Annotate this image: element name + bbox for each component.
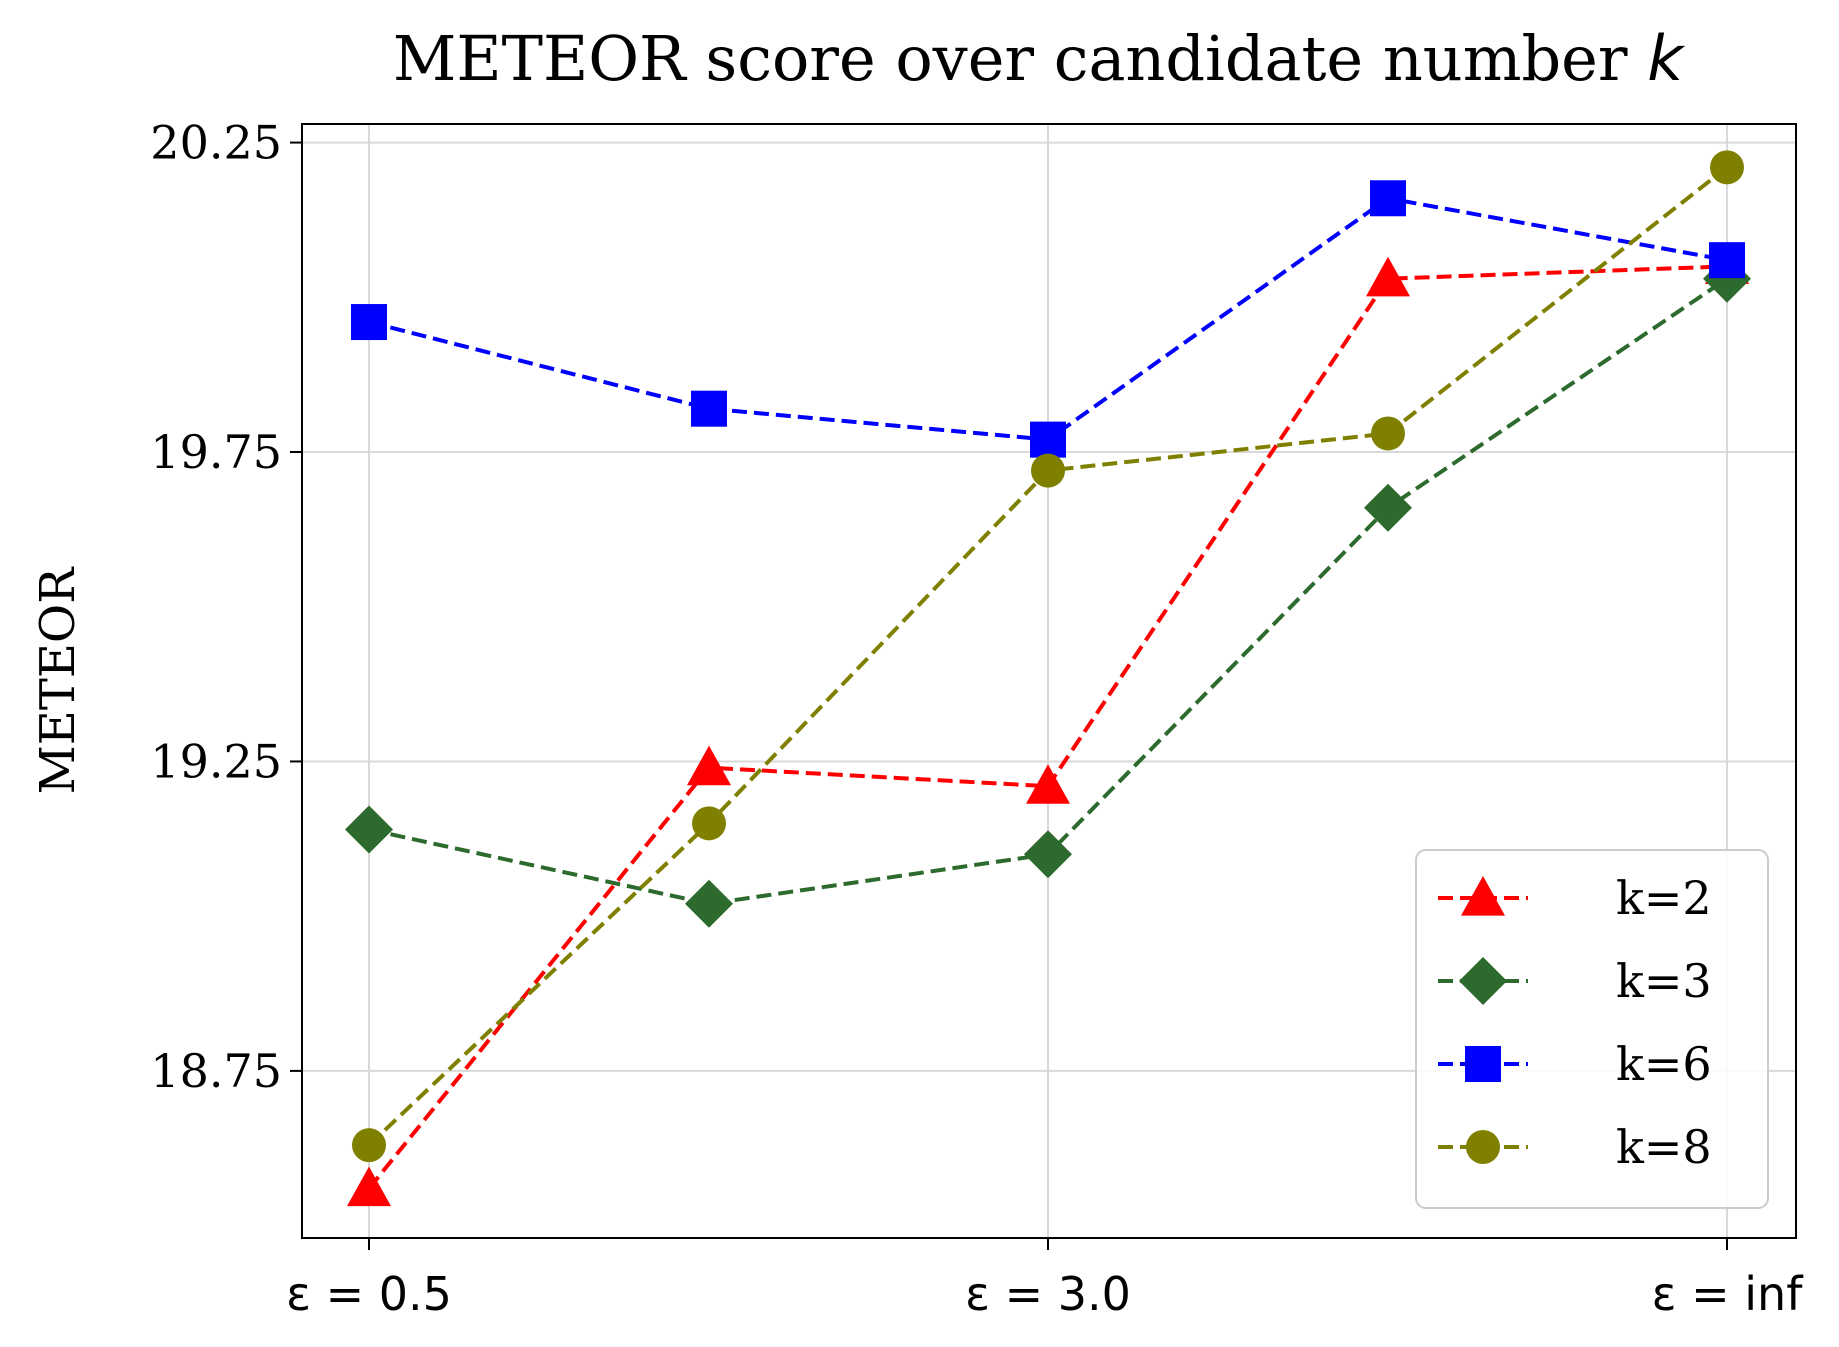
data-point-k=2 xyxy=(347,1166,391,1207)
legend-marker-k=6 xyxy=(1465,1046,1501,1082)
data-point-k=3 xyxy=(685,879,733,928)
legend-marker-k=3 xyxy=(1459,957,1507,1005)
data-point-k=6 xyxy=(691,390,727,427)
data-point-k=3 xyxy=(1024,830,1072,879)
y-tick-label: 19.75 xyxy=(150,425,282,479)
chart-title-var: k xyxy=(1647,22,1685,95)
data-point-k=2 xyxy=(687,745,731,786)
data-point-k=8 xyxy=(1371,416,1405,451)
y-tick-label: 19.25 xyxy=(150,734,282,788)
series-markers xyxy=(345,150,1751,1207)
x-tick-label: ε = inf xyxy=(1652,1267,1805,1321)
x-tick-label: ε = 3.0 xyxy=(965,1267,1131,1321)
chart-title-main: METEOR score over candidate number xyxy=(393,22,1647,95)
data-point-k=3 xyxy=(1364,483,1412,532)
data-point-k=8 xyxy=(352,1128,386,1163)
data-point-k=2 xyxy=(1366,256,1410,297)
chart-title: METEOR score over candidate number k xyxy=(393,22,1685,95)
legend-label-k=3: k=3 xyxy=(1616,954,1712,1008)
data-point-k=8 xyxy=(1031,453,1065,488)
y-tick-label: 20.25 xyxy=(150,116,282,170)
y-axis: 18.75 19.25 19.75 20.25 xyxy=(150,116,302,1098)
legend-label-k=2: k=2 xyxy=(1616,871,1712,925)
y-tick-label: 18.75 xyxy=(150,1044,282,1098)
data-point-k=6 xyxy=(1030,421,1066,458)
legend-marker-k=2 xyxy=(1461,876,1505,916)
legend: k=2 k=3 k=6 k=8 xyxy=(1415,849,1769,1209)
x-axis: ε = 0.5 ε = 3.0 ε = inf xyxy=(286,1238,1804,1321)
data-point-k=8 xyxy=(1710,150,1744,185)
data-point-k=2 xyxy=(1026,764,1070,804)
data-point-k=3 xyxy=(345,805,393,854)
x-tick-label: ε = 0.5 xyxy=(286,1267,452,1321)
data-point-k=6 xyxy=(1709,242,1745,279)
data-point-k=6 xyxy=(1370,180,1406,217)
legend-box xyxy=(1415,849,1769,1209)
data-point-k=8 xyxy=(692,806,726,841)
y-axis-label: METEOR xyxy=(30,566,86,795)
legend-label-k=6: k=6 xyxy=(1616,1037,1712,1091)
legend-marker-k=8 xyxy=(1466,1130,1500,1164)
legend-label-k=8: k=8 xyxy=(1616,1120,1712,1174)
data-point-k=6 xyxy=(351,304,387,341)
